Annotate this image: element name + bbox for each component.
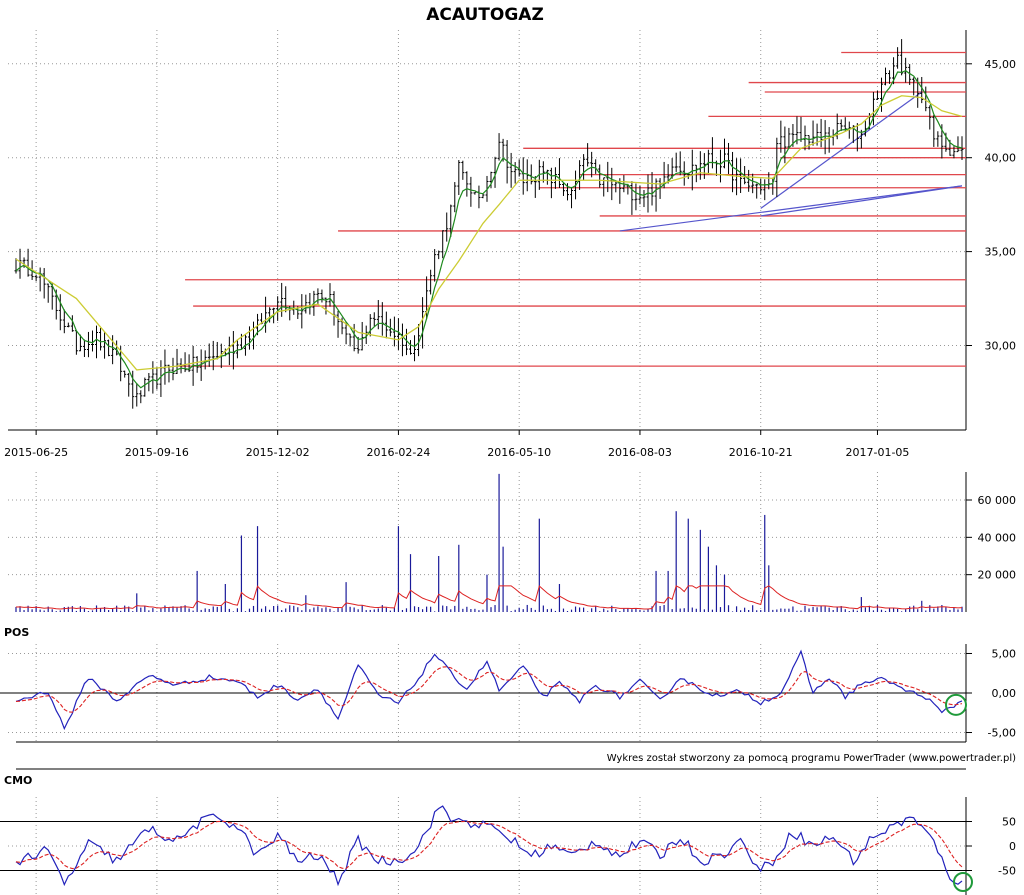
y-tick-label: 40,00 [985, 152, 1017, 165]
slow-moving-average-line [15, 95, 963, 371]
trendline [619, 185, 963, 232]
y-tick-label: -50 [998, 865, 1016, 878]
x-tick-label: 2016-08-03 [608, 446, 672, 459]
y-tick-label: 50 [1002, 816, 1016, 829]
trendline [760, 185, 963, 217]
x-tick-label: 2016-02-24 [366, 446, 430, 459]
x-tick-label: 2016-10-21 [729, 446, 793, 459]
cmo-line [15, 805, 963, 887]
pos-signal-line [15, 666, 963, 713]
x-tick-label: 2016-05-10 [487, 446, 551, 459]
cmo-signal-line [15, 820, 963, 870]
volume-average-line [15, 585, 963, 610]
y-tick-label: 5,00 [992, 647, 1017, 660]
x-tick-label: 2015-06-25 [4, 446, 68, 459]
y-tick-label: -5,00 [988, 727, 1016, 740]
pos-panel-label: POS [4, 626, 29, 639]
y-tick-label: 40 000 [978, 531, 1017, 544]
y-tick-label: 0 [1009, 840, 1016, 853]
credit-text: Wykres został stworzony za pomocą progra… [607, 753, 1016, 764]
trendline [760, 91, 923, 209]
pos-highlight-circle [945, 693, 967, 716]
x-tick-label: 2017-01-05 [845, 446, 909, 459]
y-tick-label: 60 000 [978, 494, 1017, 507]
pos-line [15, 649, 963, 731]
chart-title: ACAUTOGAZ [426, 5, 544, 25]
y-tick-label: 30,00 [985, 339, 1017, 352]
x-tick-label: 2015-09-16 [125, 446, 189, 459]
y-tick-label: 0,00 [992, 687, 1017, 700]
y-tick-label: 20 000 [978, 569, 1017, 582]
fast-moving-average-line [15, 70, 963, 389]
y-tick-label: 45,00 [985, 58, 1017, 71]
cmo-panel-label: CMO [4, 774, 32, 787]
cmo-highlight-circle [953, 872, 973, 892]
y-tick-label: 35,00 [985, 246, 1017, 259]
x-tick-label: 2015-12-02 [246, 446, 310, 459]
